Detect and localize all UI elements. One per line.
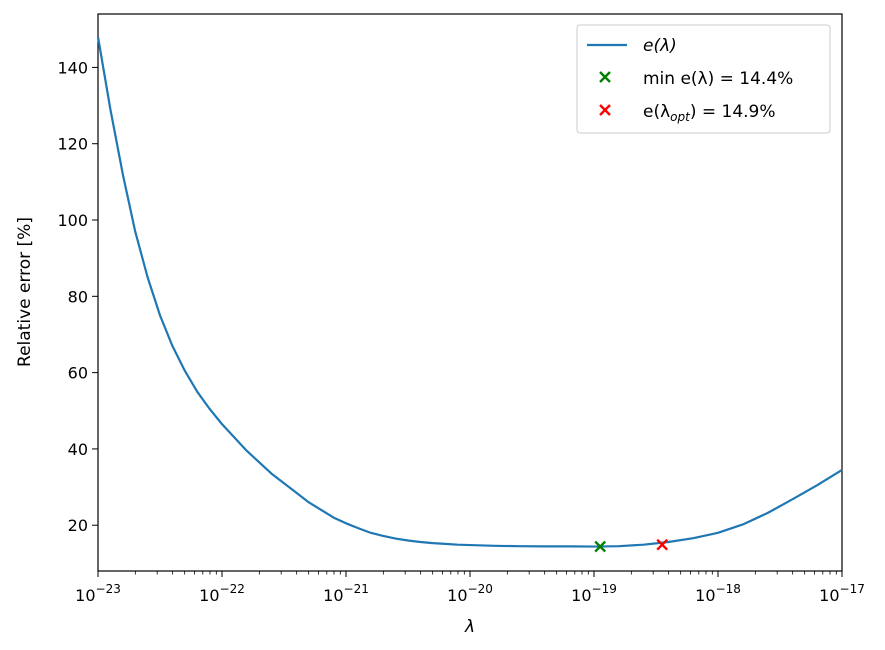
- min-error-marker: [594, 540, 607, 553]
- x-axis-label: λ: [464, 617, 475, 637]
- y-tick-label: 60: [68, 364, 88, 383]
- y-tick-label: 140: [57, 58, 88, 77]
- y-tick-label: 120: [57, 135, 88, 154]
- legend-entry-series: e(λ): [643, 36, 677, 56]
- legend-entry-opt: e(λopt) = 14.9%: [643, 102, 776, 124]
- x-tick-label: 10−21: [323, 582, 369, 605]
- x-tick-label: 10−22: [199, 582, 245, 605]
- series-line-0: [96, 36, 843, 548]
- y-axis: 20 40 60 80 100 120 140: [57, 58, 98, 535]
- x-axis: 10−23 10−22 10−21 10−20 10−19 10−18 10−17: [75, 571, 865, 605]
- y-axis-label: Relative error [%]: [15, 217, 35, 367]
- x-tick-label: 10−19: [571, 582, 617, 605]
- opt-error-marker: [656, 538, 669, 551]
- x-tick-label: 10−17: [819, 582, 865, 605]
- legend-opt-main: e(λ: [643, 102, 670, 122]
- legend-opt-sub: opt: [670, 110, 691, 124]
- x-tick-label: 10−20: [447, 582, 493, 605]
- legend-red-x-swatch: [599, 104, 611, 116]
- legend-box: [576, 24, 831, 134]
- y-tick-label: 40: [68, 440, 88, 459]
- y-tick-label: 100: [57, 211, 88, 230]
- legend-opt-tail: ) = 14.9%: [690, 102, 776, 122]
- legend: e(λ) min e(λ) = 14.4% e(λopt) = 14.9%: [576, 24, 831, 134]
- x-tick-label: 10−18: [695, 582, 741, 605]
- y-tick-label: 80: [68, 287, 88, 306]
- y-tick-label: 20: [68, 516, 88, 535]
- legend-green-x-swatch: [599, 71, 611, 83]
- legend-entry-min: min e(λ) = 14.4%: [643, 69, 793, 89]
- x-tick-label: 10−23: [75, 582, 121, 605]
